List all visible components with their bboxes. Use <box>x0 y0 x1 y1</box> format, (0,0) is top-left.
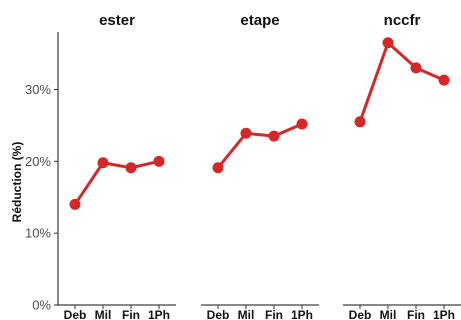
y-tick-label: 30% <box>25 82 51 97</box>
data-point <box>69 198 81 210</box>
data-point <box>354 116 366 128</box>
data-point <box>97 157 109 169</box>
x-tick-label: Deb <box>349 308 372 320</box>
x-tick-label: Fin <box>122 308 140 320</box>
data-point <box>153 155 165 167</box>
x-tick-label: Deb <box>207 308 230 320</box>
x-tick-label: Mil <box>238 308 255 320</box>
y-tick-label: 20% <box>25 154 51 169</box>
facet-title: nccfr <box>384 12 421 29</box>
facet-panel-ester: ester Deb Mil Fin 1Ph <box>58 12 176 320</box>
facet-title: etape <box>240 12 279 29</box>
data-point <box>438 74 450 86</box>
facet-panels: ester Deb Mil Fin 1Ph etape Deb Mil Fin 1Ph nccfr D… <box>58 12 461 320</box>
data-point <box>240 127 252 139</box>
series-line <box>216 122 303 169</box>
x-tick-label: Mil <box>95 308 112 320</box>
data-point <box>125 162 137 174</box>
data-point <box>296 118 308 130</box>
x-tick-label: Fin <box>407 308 425 320</box>
data-point <box>212 162 224 174</box>
facet-title: ester <box>99 12 135 29</box>
y-tick-label: 10% <box>25 226 51 241</box>
x-tick-label: 1Ph <box>148 308 170 320</box>
facet-panel-etape: etape Deb Mil Fin 1Ph <box>201 12 319 320</box>
y-axis-title: Réduction (%) <box>10 142 24 223</box>
x-tick-label: Fin <box>265 308 283 320</box>
x-tick-label: 1Ph <box>291 308 313 320</box>
series-line <box>358 41 445 123</box>
y-axis-ticks: 0% 10% 20% 30% <box>25 82 58 313</box>
data-point <box>268 130 280 142</box>
x-tick-label: Deb <box>64 308 87 320</box>
y-tick-label: 0% <box>32 298 51 313</box>
x-tick-label: Mil <box>380 308 397 320</box>
series-line <box>73 159 160 206</box>
facet-panel-nccfr: nccfr Deb Mil Fin 1Ph <box>343 12 461 320</box>
x-tick-label: 1Ph <box>433 308 455 320</box>
data-point <box>410 62 422 74</box>
data-point <box>382 37 394 49</box>
